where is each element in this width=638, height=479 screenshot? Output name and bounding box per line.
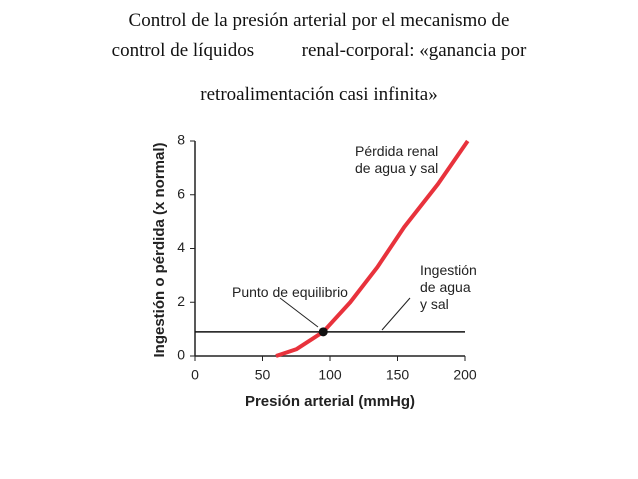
leader-line [279,297,319,328]
series-label: Pérdida renal de agua y sal [355,143,439,176]
y-tick-label: 6 [177,185,185,201]
y-axis-label: Ingestión o pérdida (x normal) [151,142,168,357]
x-tick-label: 200 [453,367,477,383]
x-tick-label: 0 [191,367,199,383]
y-tick-label: 8 [177,132,185,148]
y-tick-label: 2 [177,293,185,309]
x-tick-label: 150 [386,367,410,383]
loss-curve [275,139,470,358]
slide-title: Control de la presión arterial por el me… [128,10,510,31]
x-axis-label: Presión arterial (mmHg) [245,393,415,410]
equilibrium-point [318,327,328,337]
x-tick-label: 50 [255,367,271,383]
leader-line [381,297,411,331]
y-tick-label: 4 [177,239,185,255]
slide-title: retroalimentación casi infinita» [200,84,438,105]
y-tick-label: 0 [177,347,185,363]
series-label: Ingestión de agua y sal [420,262,477,312]
x-tick-label: 100 [318,367,342,383]
slide-title: control de líquidos renal-corporal: «gan… [111,40,527,61]
annotation: Punto de equilibrio [232,284,348,300]
